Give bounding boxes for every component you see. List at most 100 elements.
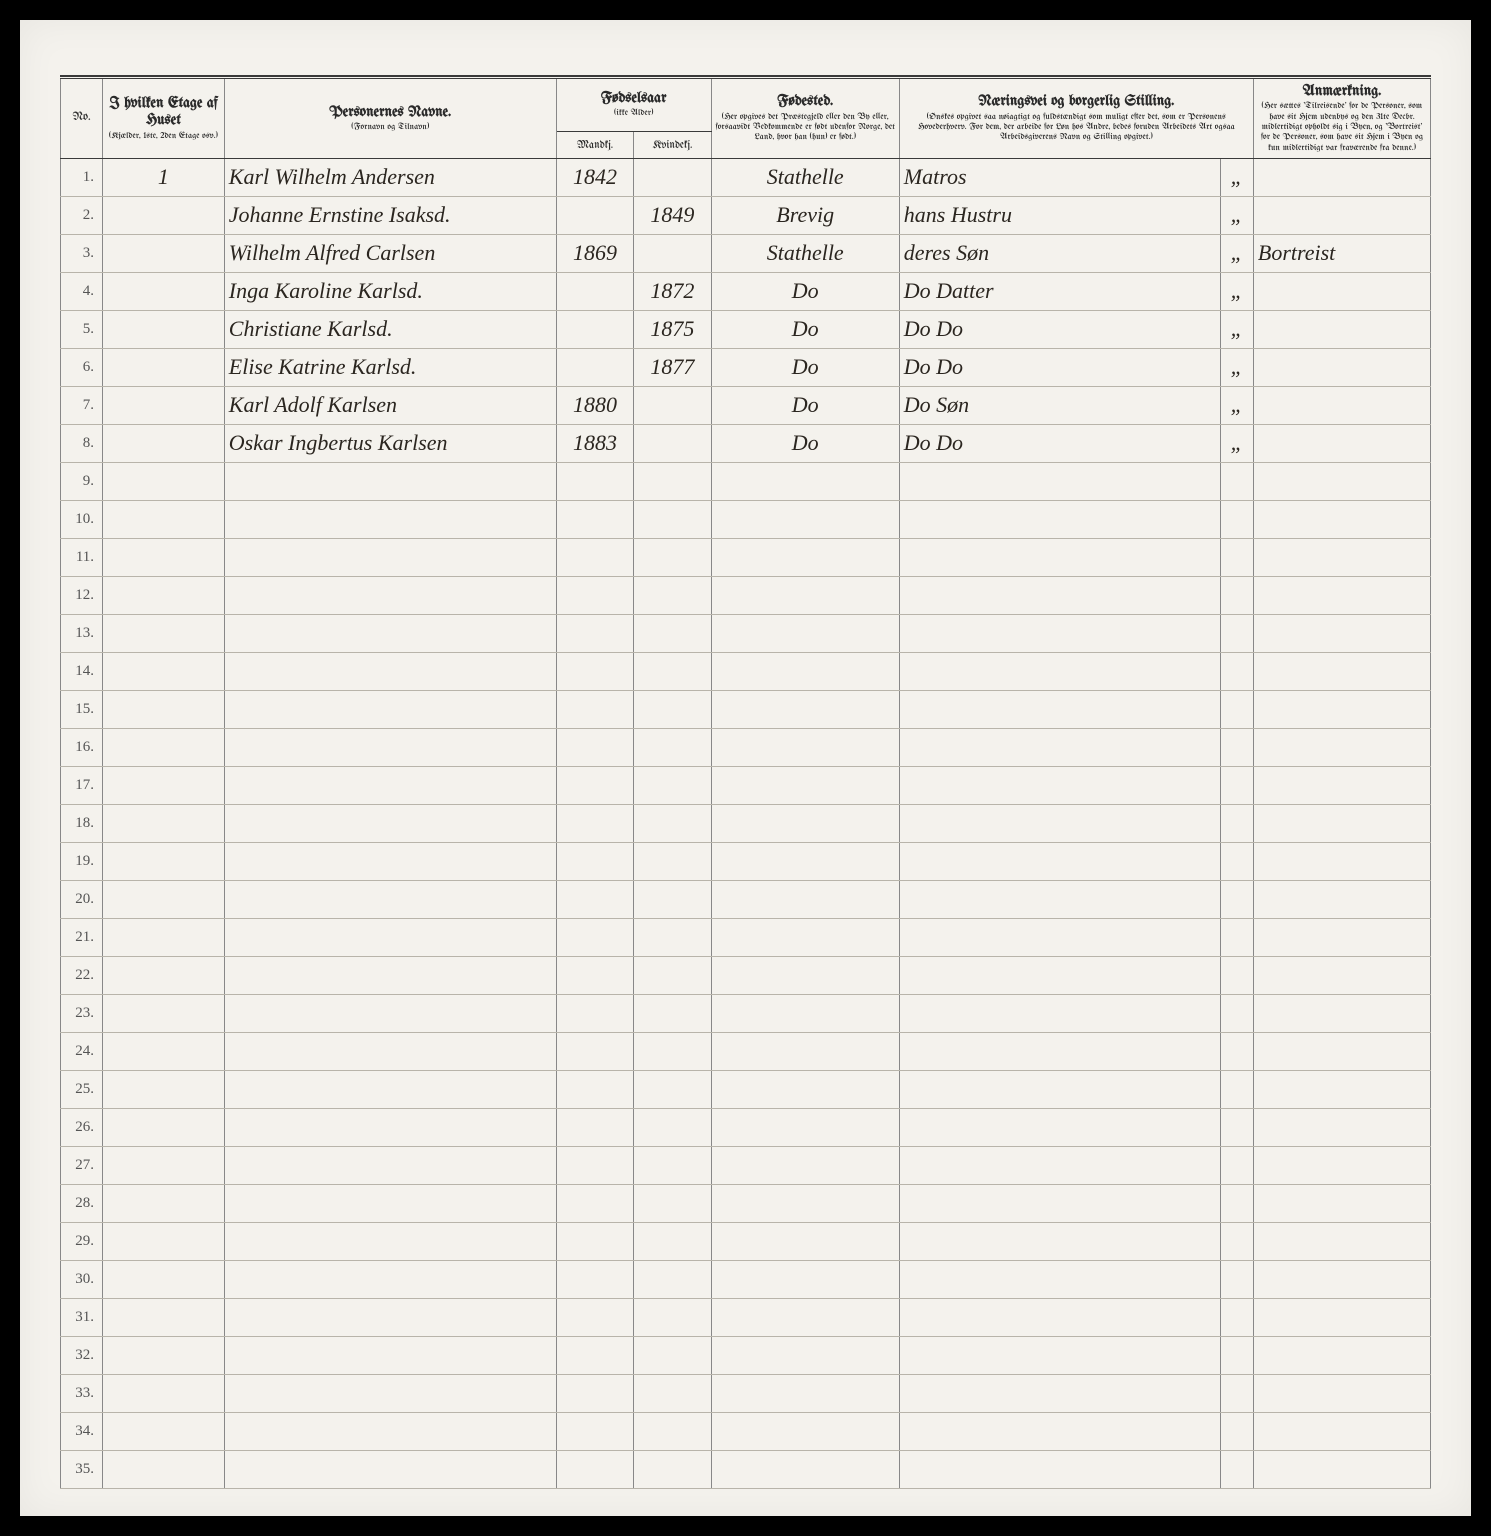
cell-mark: „: [1220, 272, 1253, 310]
table-row: 1.1Karl Wilhelm Andersen1842StathelleMat…: [61, 158, 1431, 196]
cell-birthplace: [711, 1070, 899, 1108]
cell-year-male: [556, 804, 633, 842]
cell-year-male: [556, 1336, 633, 1374]
cell-occupation: [899, 766, 1220, 804]
cell-year-male: [556, 842, 633, 880]
cell-mark: [1220, 1070, 1253, 1108]
table-row: 17.: [61, 766, 1431, 804]
cell-note: [1253, 386, 1430, 424]
cell-occupation: [899, 1374, 1220, 1412]
cell-year-male: [556, 1108, 633, 1146]
cell-name: [224, 1374, 556, 1412]
cell-birthplace: Stathelle: [711, 234, 899, 272]
cell-year-female: 1872: [634, 272, 711, 310]
cell-year-male: [556, 690, 633, 728]
cell-mark: „: [1220, 386, 1253, 424]
header-place-title: Fødested.: [715, 93, 896, 110]
table-row: 5.Christiane Karlsd.1875DoDo Do„: [61, 310, 1431, 348]
header-name-title: Personernes Navne.: [228, 104, 553, 121]
row-number: 18.: [61, 804, 103, 842]
cell-name: Oskar Ingbertus Karlsen: [224, 424, 556, 462]
cell-note: [1253, 956, 1430, 994]
cell-mark: [1220, 462, 1253, 500]
cell-occupation: [899, 880, 1220, 918]
cell-year-female: [634, 994, 711, 1032]
cell-etage: [103, 880, 225, 918]
cell-note: [1253, 1374, 1430, 1412]
cell-birthplace: [711, 614, 899, 652]
row-number: 10.: [61, 500, 103, 538]
cell-etage: [103, 500, 225, 538]
cell-note: [1253, 1450, 1430, 1488]
cell-note: [1253, 310, 1430, 348]
row-number: 14.: [61, 652, 103, 690]
table-row: 28.: [61, 1184, 1431, 1222]
cell-mark: [1220, 842, 1253, 880]
cell-note: [1253, 500, 1430, 538]
cell-birthplace: Brevig: [711, 196, 899, 234]
table-row: 19.: [61, 842, 1431, 880]
cell-mark: [1220, 652, 1253, 690]
cell-birthplace: Do: [711, 424, 899, 462]
row-number: 7.: [61, 386, 103, 424]
table-row: 6.Elise Katrine Karlsd.1877DoDo Do„: [61, 348, 1431, 386]
row-number: 30.: [61, 1260, 103, 1298]
cell-occupation: [899, 690, 1220, 728]
cell-etage: [103, 614, 225, 652]
cell-occupation: [899, 1032, 1220, 1070]
row-number: 6.: [61, 348, 103, 386]
cell-mark: [1220, 1146, 1253, 1184]
cell-note: [1253, 1146, 1430, 1184]
table-row: 2.Johanne Ernstine Isaksd.1849Brevighans…: [61, 196, 1431, 234]
cell-mark: [1220, 880, 1253, 918]
cell-birthplace: Do: [711, 348, 899, 386]
table-body: 1.1Karl Wilhelm Andersen1842StathelleMat…: [61, 158, 1431, 1488]
table-row: 26.: [61, 1108, 1431, 1146]
cell-birthplace: [711, 880, 899, 918]
cell-mark: [1220, 576, 1253, 614]
cell-etage: [103, 1032, 225, 1070]
cell-year-female: [634, 1032, 711, 1070]
census-table: No. I hvilken Etage af Huset (Kjælder, 1…: [60, 79, 1431, 1489]
header-etage-title: I hvilken Etage af Huset: [106, 95, 221, 130]
cell-birthplace: [711, 1032, 899, 1070]
header-birth-sub: (ikke Alder): [560, 109, 708, 119]
cell-year-female: [634, 728, 711, 766]
cell-year-male: [556, 1032, 633, 1070]
cell-year-female: [634, 234, 711, 272]
cell-etage: [103, 1070, 225, 1108]
cell-etage: [103, 196, 225, 234]
cell-year-female: [634, 500, 711, 538]
cell-etage: [103, 956, 225, 994]
cell-note: [1253, 690, 1430, 728]
cell-year-male: [556, 880, 633, 918]
row-number: 16.: [61, 728, 103, 766]
cell-name: [224, 1412, 556, 1450]
cell-name: [224, 1108, 556, 1146]
table-row: 18.: [61, 804, 1431, 842]
cell-etage: [103, 918, 225, 956]
table-header: No. I hvilken Etage af Huset (Kjælder, 1…: [61, 79, 1431, 158]
cell-year-female: [634, 690, 711, 728]
cell-etage: [103, 1298, 225, 1336]
cell-year-male: [556, 272, 633, 310]
table-row: 16.: [61, 728, 1431, 766]
cell-birthplace: [711, 1108, 899, 1146]
cell-year-male: [556, 1184, 633, 1222]
cell-year-female: 1877: [634, 348, 711, 386]
cell-name: [224, 576, 556, 614]
cell-mark: [1220, 1412, 1253, 1450]
cell-name: [224, 1336, 556, 1374]
row-number: 23.: [61, 994, 103, 1032]
cell-year-female: [634, 1298, 711, 1336]
cell-etage: [103, 728, 225, 766]
row-number: 35.: [61, 1450, 103, 1488]
cell-name: [224, 880, 556, 918]
cell-etage: [103, 1374, 225, 1412]
cell-birthplace: [711, 994, 899, 1032]
cell-note: [1253, 196, 1430, 234]
cell-year-female: 1849: [634, 196, 711, 234]
cell-note: [1253, 1412, 1430, 1450]
cell-year-female: [634, 158, 711, 196]
cell-birthplace: Stathelle: [711, 158, 899, 196]
